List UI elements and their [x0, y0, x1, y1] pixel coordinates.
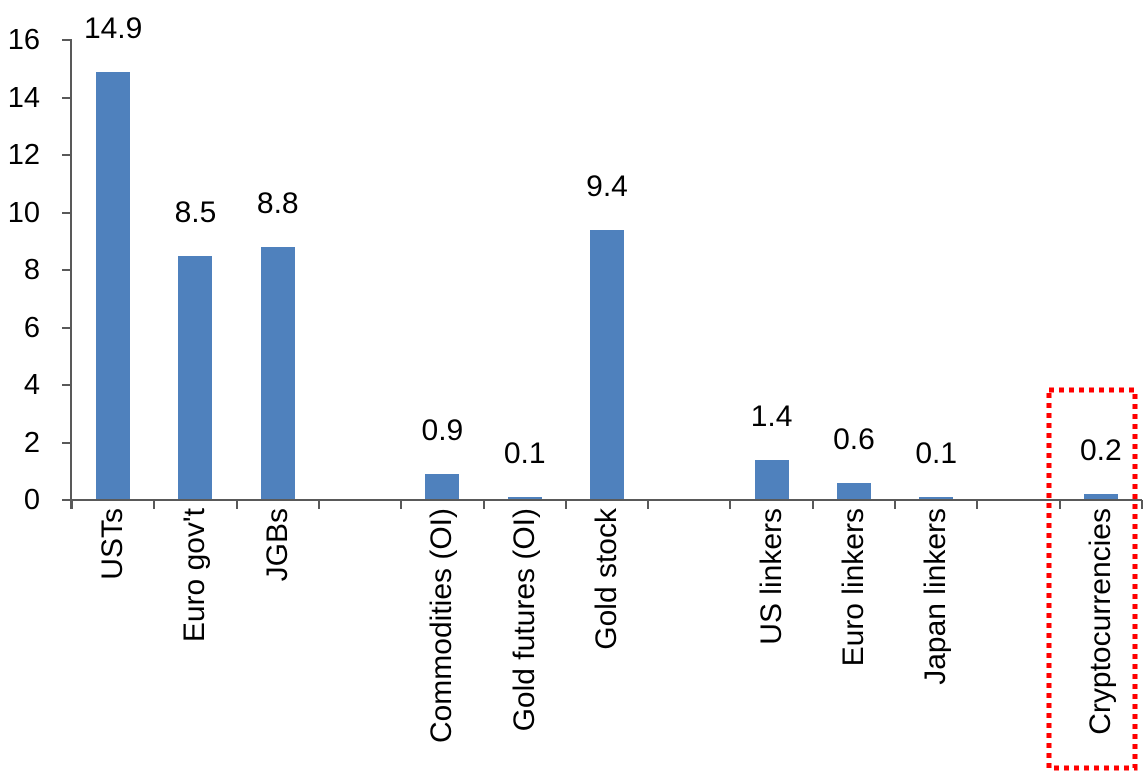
bar-euro-gov-t — [178, 255, 213, 500]
y-tick-2 — [62, 441, 72, 444]
category-label-usts: USTs — [72, 508, 154, 780]
category-label-euro-linkers: Euro linkers — [813, 508, 895, 780]
bar-commodities-oi — [425, 474, 460, 500]
bar-gold-futures-oi — [507, 497, 542, 500]
x-tick-9 — [811, 500, 814, 509]
bar-japan-linkers — [919, 497, 954, 500]
x-tick-4 — [400, 500, 403, 509]
data-label-gold-stock: 9.4 — [586, 169, 628, 203]
x-tick-0 — [71, 500, 73, 509]
category-label-text: JGBs — [260, 508, 294, 582]
category-label-text: Japan linkers — [919, 508, 953, 685]
data-label-euro-gov-t: 8.5 — [174, 195, 217, 229]
category-label-text: Gold stock — [589, 508, 623, 650]
x-tick-10 — [894, 500, 897, 509]
category-label-text: US linkers — [754, 508, 788, 645]
category-label-jgbs: JGBs — [237, 508, 319, 780]
x-tick-11 — [976, 500, 979, 509]
y-tick-0 — [62, 499, 72, 501]
y-tick-label-14: 14 — [7, 81, 40, 114]
data-label-gold-futures-oi: 0.1 — [503, 437, 546, 471]
category-label-text: Euro linkers — [836, 508, 870, 667]
y-tick-label-10: 10 — [7, 196, 40, 229]
x-tick-1 — [153, 500, 156, 509]
data-label-commodities-oi: 0.9 — [421, 414, 464, 448]
x-tick-7 — [647, 500, 650, 509]
y-tick-label-16: 16 — [7, 24, 40, 56]
category-label-euro-gov-t: Euro gov't — [154, 508, 236, 780]
data-label-cryptocurrencies: 0.2 — [1079, 434, 1122, 468]
data-label-euro-linkers: 0.6 — [833, 422, 875, 456]
data-label-jgbs: 8.8 — [256, 187, 299, 220]
category-label-text: Gold futures (OI) — [507, 508, 541, 732]
y-tick-14 — [62, 96, 72, 99]
category-label-text: Commodities (OI) — [425, 508, 459, 744]
x-tick-3 — [317, 500, 320, 509]
category-label-us-linkers: US linkers — [730, 508, 812, 780]
category-label-japan-linkers: Japan linkers — [895, 508, 977, 780]
bar-cryptocurrencies — [1083, 494, 1118, 500]
bar-usts — [96, 71, 131, 500]
bar-gold-stock — [590, 229, 624, 500]
bar-euro-linkers — [836, 482, 871, 500]
y-tick-16 — [62, 39, 72, 41]
bar-jgbs — [260, 247, 295, 500]
category-label-text: USTs — [96, 508, 130, 580]
x-tick-12 — [1058, 500, 1061, 509]
highlight-box-cryptocurrencies — [1044, 385, 1140, 773]
data-label-usts: 14.9 — [83, 11, 143, 45]
x-tick-13 — [1141, 500, 1143, 509]
y-tick-12 — [62, 154, 72, 156]
y-tick-label-8: 8 — [23, 254, 40, 286]
category-label-gold-futures-oi: Gold futures (OI) — [484, 508, 566, 780]
highlight-rect-svg — [1046, 387, 1138, 771]
data-label-us-linkers: 1.4 — [750, 399, 793, 433]
y-tick-10 — [62, 211, 72, 214]
x-axis-line — [62, 499, 1142, 501]
x-tick-6 — [564, 500, 567, 509]
category-label-gold-stock: Gold stock — [566, 508, 648, 780]
y-tick-label-0: 0 — [23, 484, 40, 516]
y-tick-8 — [62, 269, 72, 271]
y-axis-line — [70, 40, 72, 509]
category-label-commodities-oi: Commodities (OI) — [401, 508, 483, 780]
x-tick-5 — [482, 500, 485, 509]
y-tick-label-12: 12 — [7, 139, 40, 171]
y-tick-4 — [62, 384, 72, 386]
category-label-text: Euro gov't — [178, 508, 212, 643]
y-tick-label-6: 6 — [23, 311, 40, 344]
y-tick-6 — [62, 326, 72, 329]
bar-us-linkers — [754, 459, 789, 500]
x-tick-8 — [729, 500, 732, 509]
y-tick-label-4: 4 — [23, 369, 40, 401]
data-label-japan-linkers: 0.1 — [915, 437, 958, 471]
x-tick-2 — [235, 500, 238, 509]
y-tick-label-2: 2 — [23, 426, 40, 459]
